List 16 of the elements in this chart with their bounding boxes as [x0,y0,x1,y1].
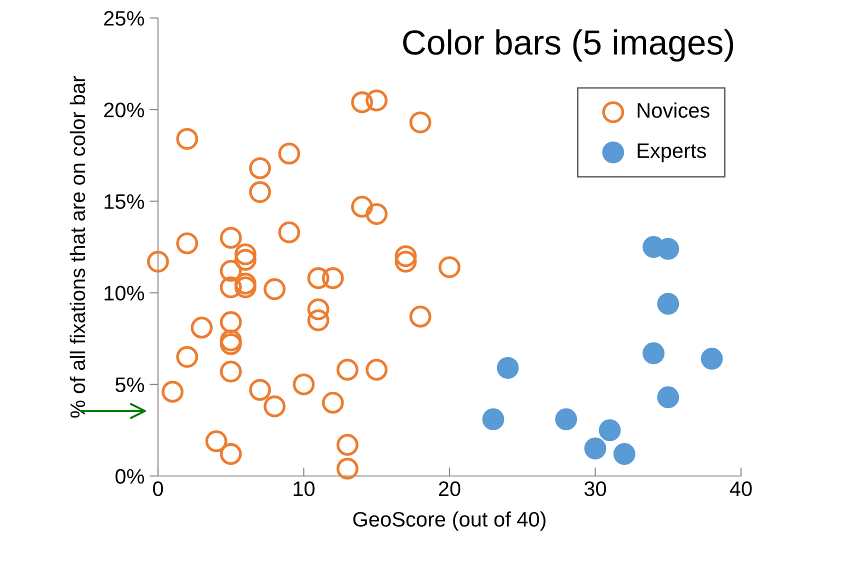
y-tick-label: 20% [104,102,144,118]
x-axis-title: GeoScore (out of 40) [353,511,546,531]
y-tick-label: 15% [104,194,144,209]
x-tick-label: 40 [730,481,752,496]
chart-title: Color bars (5 images) [403,29,734,62]
y-tick-label: 10% [104,286,144,301]
y-tick-label: 25% [104,11,144,26]
y-tick-label: 5% [116,377,144,392]
x-tick-label: 20 [438,481,460,496]
y-tick-label: 0% [116,469,144,484]
x-tick-label: 0 [153,481,163,496]
x-tick-label: 30 [584,481,606,496]
legend-label: Novices [638,102,710,118]
x-tick-label: 10 [294,481,315,496]
y-axis-title: % of all fixations that are on color bar [70,76,86,418]
legend-label: Experts [638,144,706,162]
